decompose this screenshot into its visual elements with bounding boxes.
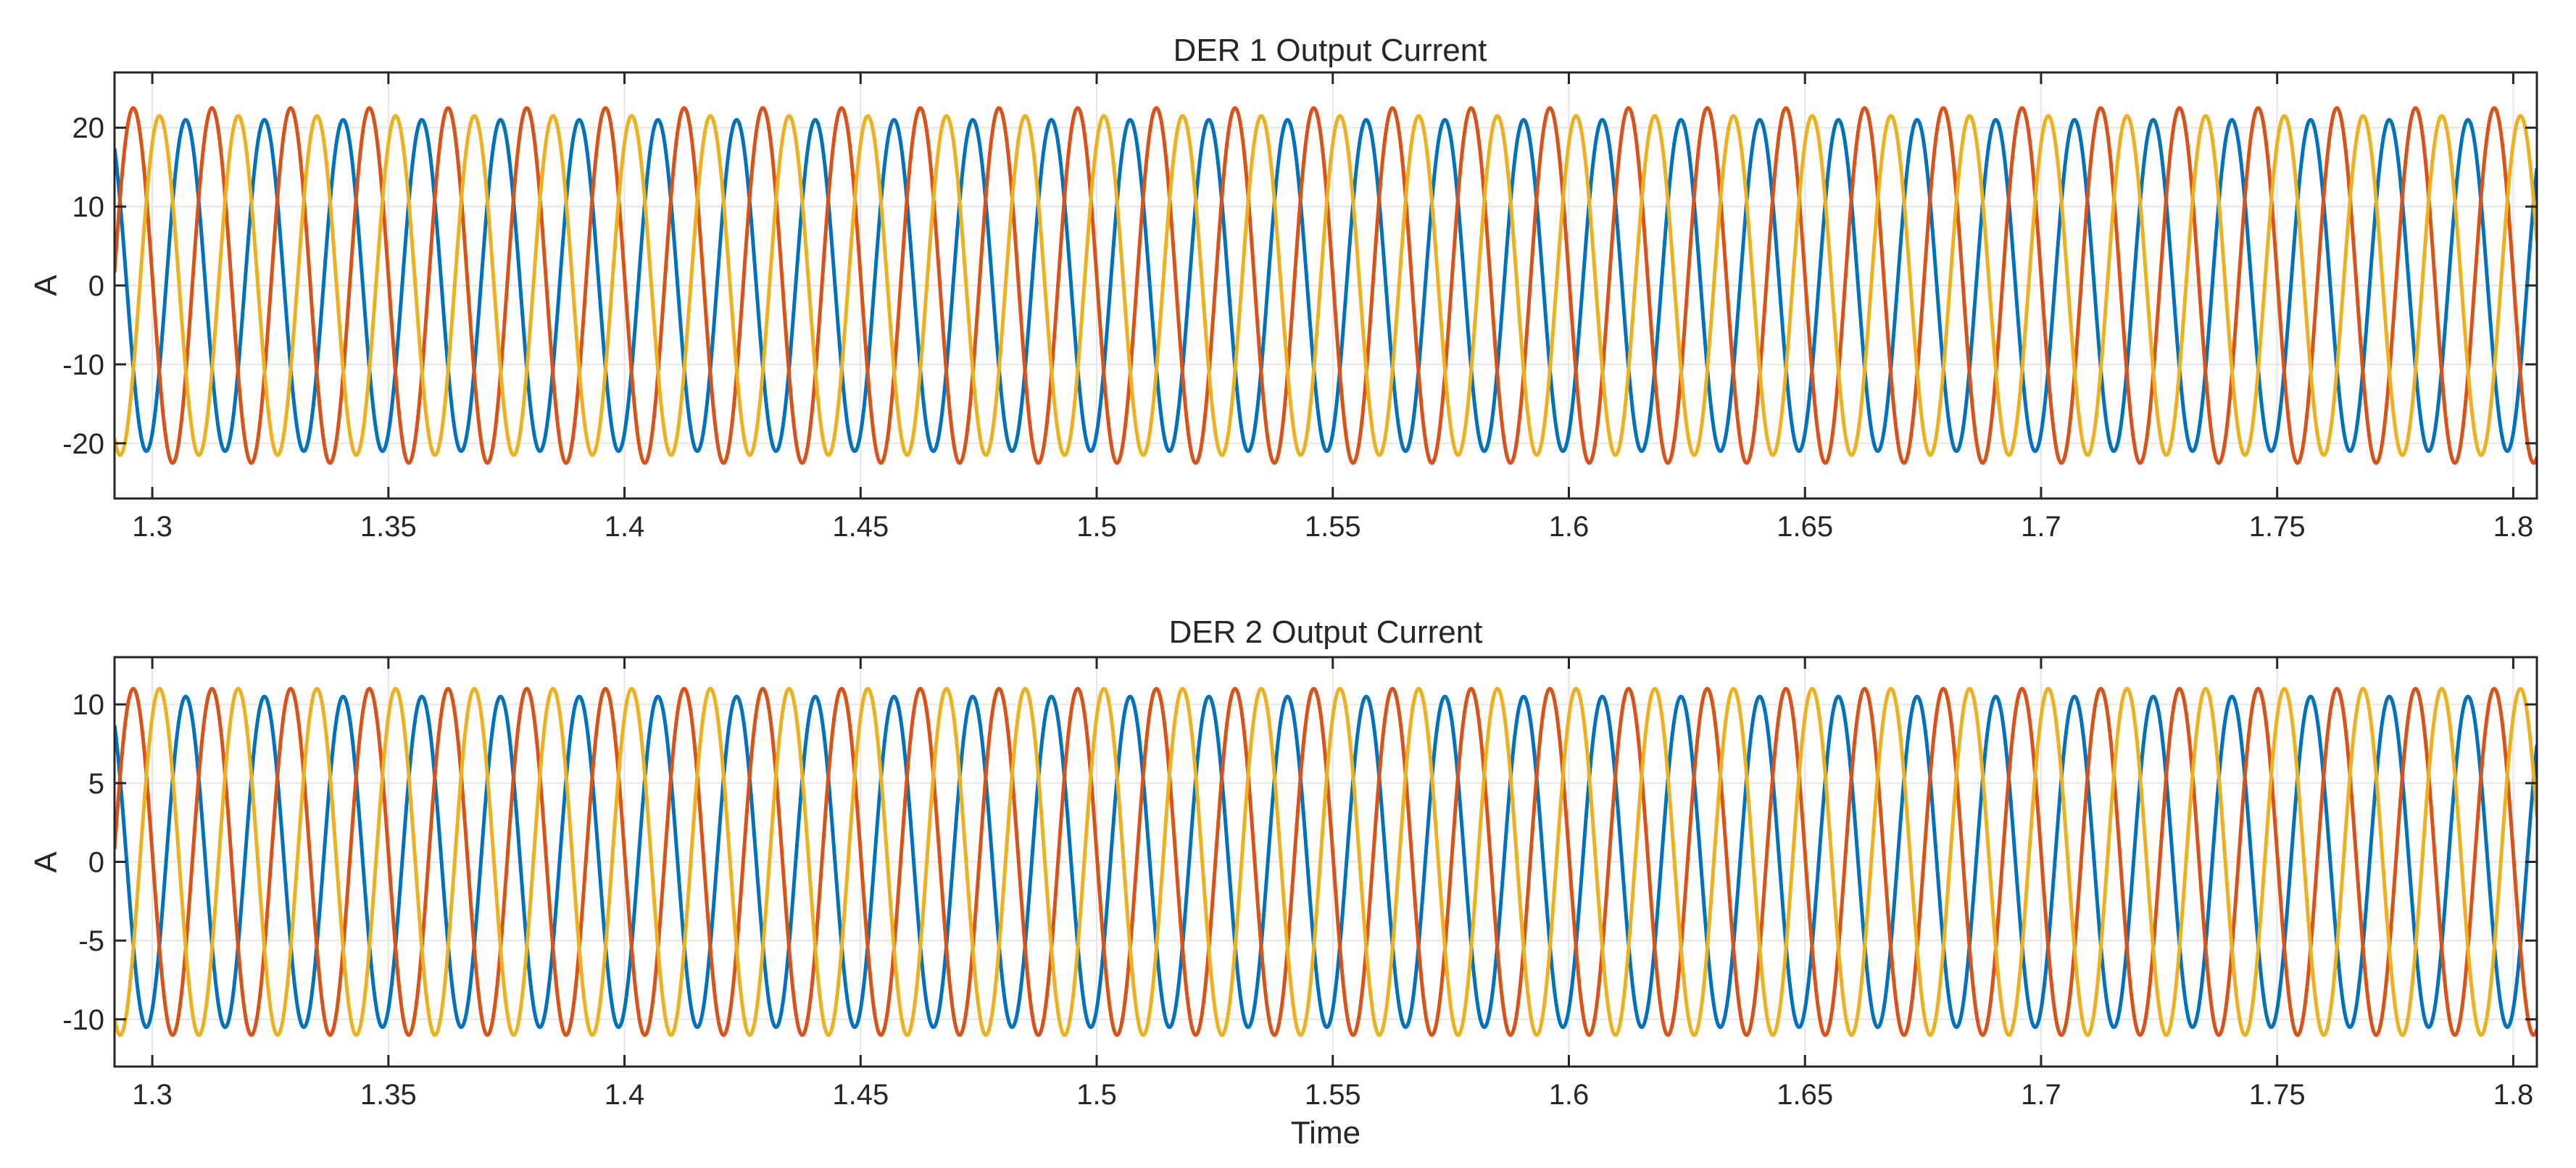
der2-series-line-1 xyxy=(115,694,2537,1030)
der2-x-tick-label: 1.35 xyxy=(360,1079,417,1111)
der2-x-tick-label: 1.5 xyxy=(1076,1079,1117,1111)
der1-panel: DER 1 Output Current 1.3 1.35 1.4 1.45 1.5 1.… xyxy=(28,33,2538,543)
der2-x-tick-label: 1.3 xyxy=(132,1079,173,1111)
der1-title: DER 1 Output Current xyxy=(1173,33,1487,68)
der2-x-tick-label: 1.65 xyxy=(1777,1079,1833,1111)
der1-y-tick-label: 10 xyxy=(72,191,105,223)
der1-x-tick-label: 1.7 xyxy=(2021,511,2061,543)
der1-series-group xyxy=(115,106,2537,465)
der1-x-tick-label: 1.8 xyxy=(2493,511,2534,543)
der2-x-axis-label: Time xyxy=(1291,1115,1360,1151)
der1-x-tick-label: 1.3 xyxy=(132,511,173,543)
der2-series-line-2 xyxy=(115,686,2537,1038)
der1-x-tick-label: 1.45 xyxy=(832,511,889,543)
der1-x-tick-label: 1.4 xyxy=(604,511,645,543)
der2-x-tick-label: 1.45 xyxy=(832,1079,889,1111)
der1-series-line-2 xyxy=(115,106,2537,465)
der2-y-tick-label: 0 xyxy=(88,847,104,879)
der2-series-group xyxy=(115,686,2537,1038)
der2-x-tick-label: 1.7 xyxy=(2021,1079,2061,1111)
der2-y-tick-label: 10 xyxy=(72,689,105,721)
der2-x-tick-label: 1.55 xyxy=(1305,1079,1361,1111)
der2-ticks: 1.3 1.35 1.4 1.45 1.5 1.55 1.6 1.65 1.7 1.75 1.8 -1… xyxy=(62,657,2537,1111)
der2-x-tick-label: 1.6 xyxy=(1549,1079,1590,1111)
der1-series-line-1 xyxy=(115,117,2537,454)
der2-x-tick-label: 1.75 xyxy=(2249,1079,2306,1111)
der1-y-tick-label: 0 xyxy=(88,270,104,302)
der2-title: DER 2 Output Current xyxy=(1169,614,1483,650)
der2-series-line-3 xyxy=(115,686,2537,1038)
der1-y-tick-label: 20 xyxy=(72,112,105,144)
der1-x-tick-label: 1.35 xyxy=(360,511,417,543)
der1-y-tick-label: -20 xyxy=(62,428,104,460)
der1-x-tick-label: 1.75 xyxy=(2249,511,2306,543)
der2-y-tick-label: 5 xyxy=(88,768,104,800)
der1-x-tick-label: 1.65 xyxy=(1777,511,1833,543)
der2-y-axis-label: A xyxy=(28,851,64,873)
der1-x-tick-label: 1.6 xyxy=(1549,511,1590,543)
der2-x-tick-label: 1.8 xyxy=(2493,1079,2534,1111)
der2-y-tick-label: -10 xyxy=(62,1004,104,1036)
der1-y-tick-label: -10 xyxy=(62,349,104,381)
der1-x-tick-label: 1.55 xyxy=(1305,511,1361,543)
der2-y-tick-label: -5 xyxy=(78,925,104,957)
der2-x-tick-label: 1.4 xyxy=(604,1079,645,1111)
der2-panel: DER 2 Output Current 1.3 1.35 1.4 1.45 1.5 1.… xyxy=(28,614,2538,1151)
der1-x-tick-label: 1.5 xyxy=(1076,511,1117,543)
der1-y-axis-label: A xyxy=(28,275,64,296)
der1-series-line-3 xyxy=(115,114,2537,457)
der1-ticks: 1.3 1.35 1.4 1.45 1.5 1.55 1.6 1.65 1.7 1.75 1.8 -2… xyxy=(62,72,2537,543)
